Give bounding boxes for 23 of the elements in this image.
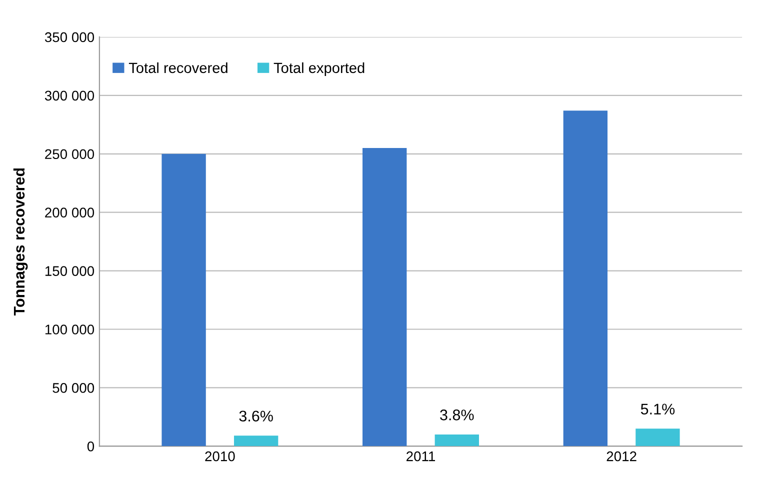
y-axis-title: Tonnages recovered bbox=[13, 168, 28, 316]
y-tick-label: 50 000 bbox=[52, 383, 94, 393]
annotation: 3.8% bbox=[440, 410, 474, 420]
bar bbox=[636, 428, 680, 446]
annotation: 5.1% bbox=[640, 404, 675, 414]
y-tick-label: 0 bbox=[87, 442, 94, 452]
y-tick-label: 350 000 bbox=[44, 32, 94, 42]
bar bbox=[234, 436, 278, 446]
bar bbox=[162, 154, 206, 446]
x-tick-label: 2010 bbox=[205, 451, 235, 462]
bar bbox=[362, 148, 407, 446]
y-tick-label: 200 000 bbox=[45, 208, 94, 218]
annotation: 3.6% bbox=[239, 410, 273, 422]
y-tick-label: 150 000 bbox=[45, 266, 94, 276]
x-tick-label: 2012 bbox=[606, 451, 636, 462]
bar bbox=[434, 434, 479, 446]
y-tick-label: 250 000 bbox=[45, 149, 94, 160]
x-tick-label: 2011 bbox=[406, 451, 436, 462]
y-tick-label: 300 000 bbox=[44, 90, 94, 101]
legend-label: Total recovered bbox=[128, 62, 228, 74]
y-tick-label: 100 000 bbox=[45, 324, 94, 334]
bar bbox=[563, 110, 608, 446]
legend-label: Total exported bbox=[274, 62, 364, 76]
